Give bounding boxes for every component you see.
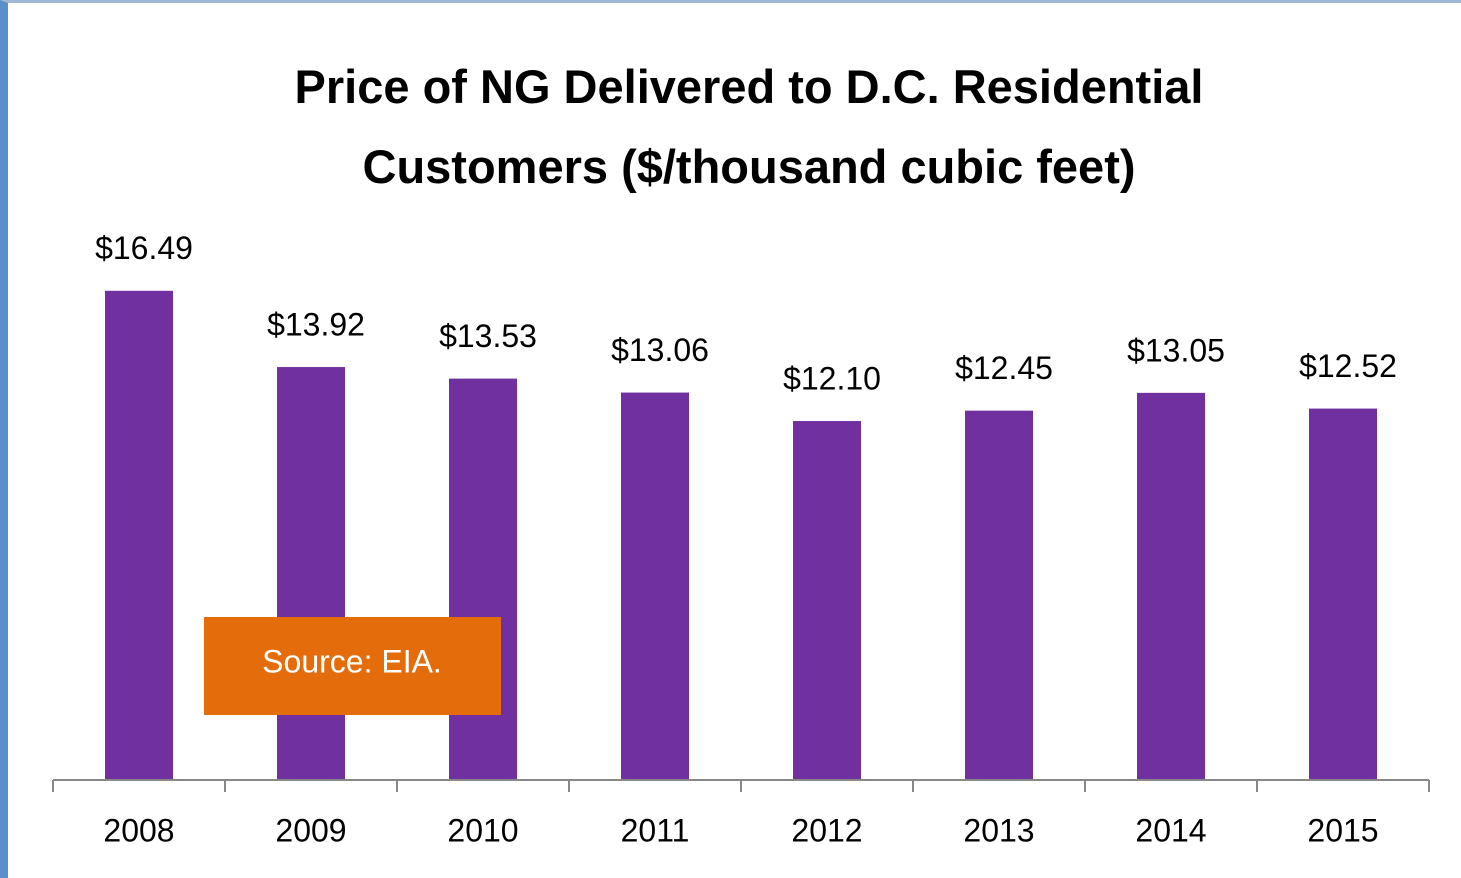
bar: [1137, 392, 1205, 780]
value-label: $13.53: [439, 318, 537, 354]
bar: [105, 290, 173, 780]
value-label: $13.06: [611, 332, 709, 368]
x-tick-label: 2013: [963, 812, 1034, 848]
value-label: $13.05: [1127, 332, 1225, 368]
x-tick-label: 2009: [275, 812, 346, 848]
bar: [965, 410, 1033, 780]
bar: [277, 367, 345, 780]
x-tick-label: 2014: [1135, 812, 1206, 848]
x-tick-label: 2012: [791, 812, 862, 848]
chart-title: Price of NG Delivered to D.C. Residentia…: [294, 60, 1204, 193]
value-label: $13.92: [267, 306, 365, 342]
bar: [1309, 408, 1377, 780]
bar: [621, 392, 689, 780]
x-tick-label: 2008: [103, 812, 174, 848]
x-tick-label: 2015: [1307, 812, 1378, 848]
value-label: $12.10: [783, 360, 881, 396]
value-label: $16.49: [95, 230, 193, 266]
bar: [793, 421, 861, 780]
annotation-box: [204, 617, 501, 715]
x-tick-label: 2010: [447, 812, 518, 848]
annotation: Source: EIA.: [262, 643, 442, 679]
value-label: $12.52: [1299, 348, 1397, 384]
value-label: $12.45: [955, 350, 1053, 386]
x-tick-label: 2011: [621, 812, 690, 848]
bar: [449, 378, 517, 780]
